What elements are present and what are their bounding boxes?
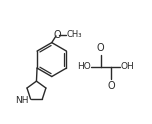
Text: NH: NH <box>15 96 29 105</box>
Text: CH₃: CH₃ <box>67 30 82 39</box>
Text: HO: HO <box>77 62 91 71</box>
Text: O: O <box>97 43 104 53</box>
Text: OH: OH <box>121 62 135 71</box>
Text: O: O <box>107 81 115 91</box>
Text: O: O <box>53 30 61 40</box>
